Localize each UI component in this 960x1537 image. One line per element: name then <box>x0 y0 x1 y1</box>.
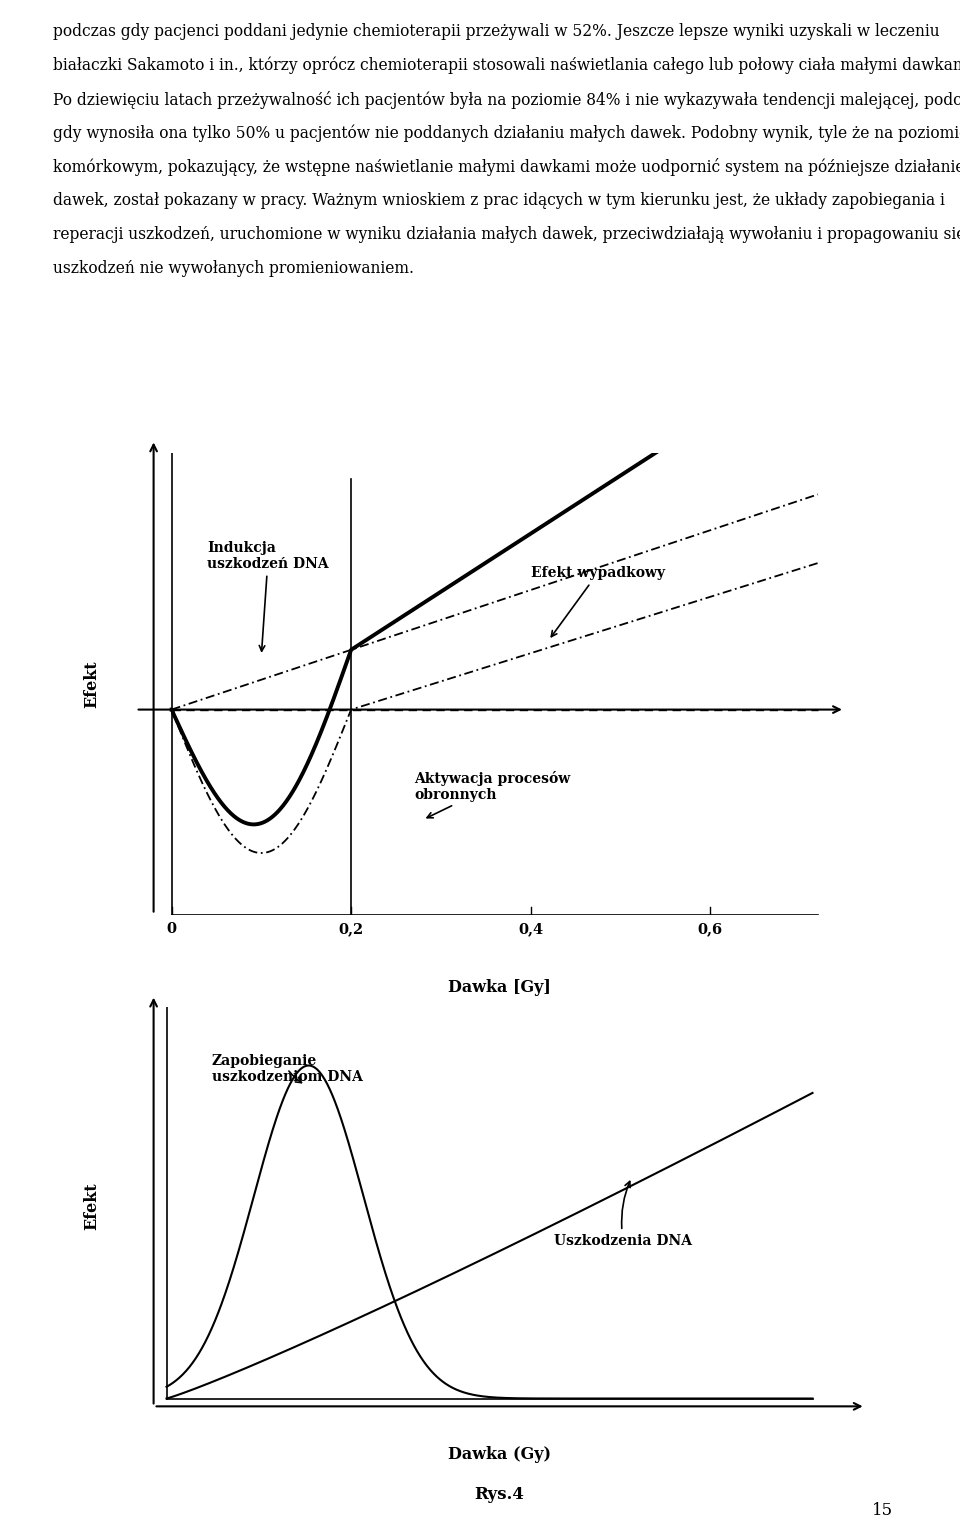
Text: Dawka (Gy): Dawka (Gy) <box>447 1446 551 1463</box>
Text: Rys.5: Rys.5 <box>474 1030 524 1047</box>
Text: reperacji uszkodzeń, uruchomione w wyniku działania małych dawek, przeciwdziałaj: reperacji uszkodzeń, uruchomione w wynik… <box>53 226 960 243</box>
Text: Zapobieganie
uszkodzeniom DNA: Zapobieganie uszkodzeniom DNA <box>212 1054 363 1084</box>
Text: Dawka [Gy]: Dawka [Gy] <box>447 979 551 996</box>
Text: Efekt wypadkowy: Efekt wypadkowy <box>531 566 664 636</box>
Text: komórkowym, pokazujący, że wstępne naświetlanie małymi dawkami może uodpornić sy: komórkowym, pokazujący, że wstępne naświ… <box>53 158 960 177</box>
Text: 0,4: 0,4 <box>518 922 543 936</box>
Text: Po dziewięciu latach przeżywalność ich pacjentów była na poziomie 84% i nie wyka: Po dziewięciu latach przeżywalność ich p… <box>53 91 960 109</box>
Text: białaczki Sakamoto i in., którzy oprócz chemioterapii stosowali naświetlania cał: białaczki Sakamoto i in., którzy oprócz … <box>53 57 960 74</box>
Text: Efekt: Efekt <box>83 1183 100 1230</box>
Text: 15: 15 <box>872 1502 893 1519</box>
Text: Aktywacja procesów
obronnych: Aktywacja procesów obronnych <box>414 770 570 818</box>
Text: Indukcja
uszkodzeń DNA: Indukcja uszkodzeń DNA <box>207 541 329 652</box>
Text: uszkodzeń nie wywołanych promieniowaniem.: uszkodzeń nie wywołanych promieniowaniem… <box>53 260 414 277</box>
Text: 0,6: 0,6 <box>698 922 723 936</box>
Text: Efekt: Efekt <box>83 661 100 707</box>
Text: gdy wynosiła ona tylko 50% u pacjentów nie poddanych działaniu małych dawek. Pod: gdy wynosiła ona tylko 50% u pacjentów n… <box>53 124 960 141</box>
Text: dawek, został pokazany w pracy. Ważnym wnioskiem z prac idących w tym kierunku j: dawek, został pokazany w pracy. Ważnym w… <box>53 192 945 209</box>
Text: Rys.4: Rys.4 <box>474 1486 524 1503</box>
Text: 0: 0 <box>166 922 177 936</box>
Text: podczas gdy pacjenci poddani jedynie chemioterapii przeżywali w 52%. Jeszcze lep: podczas gdy pacjenci poddani jedynie che… <box>53 23 940 40</box>
Text: Uszkodzenia DNA: Uszkodzenia DNA <box>554 1182 692 1248</box>
Text: 0,2: 0,2 <box>339 922 364 936</box>
